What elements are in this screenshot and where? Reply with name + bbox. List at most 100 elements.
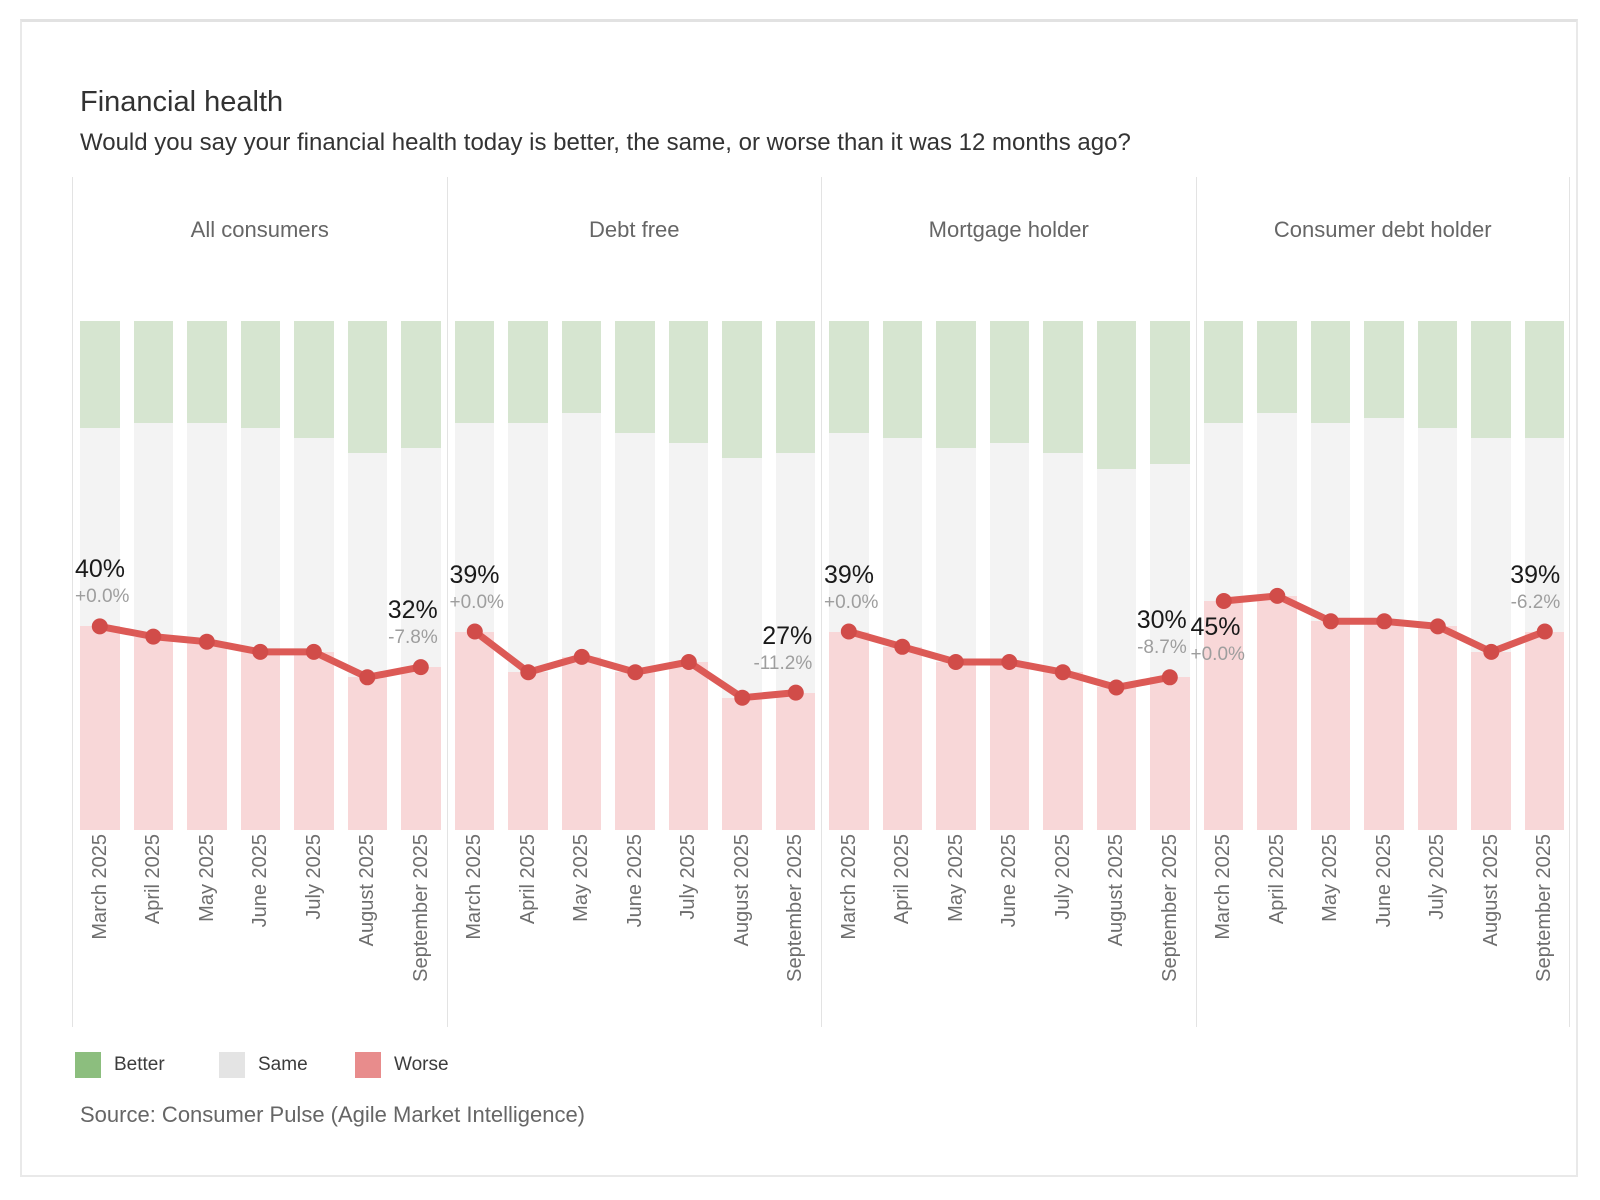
bar-segment-same[interactable] (80, 427, 120, 627)
data-point[interactable] (252, 643, 269, 660)
bar-segment-same[interactable] (1364, 417, 1404, 622)
bar-segment-worse[interactable] (668, 662, 708, 830)
bar-segment-better[interactable] (1043, 321, 1083, 454)
stacked-bar-april-2025[interactable] (1257, 321, 1297, 830)
stacked-bar-september-2025[interactable] (775, 321, 815, 830)
bar-segment-worse[interactable] (347, 677, 387, 830)
data-point[interactable] (680, 654, 697, 670)
stacked-bar-may-2025[interactable] (1310, 321, 1350, 830)
stacked-bar-august-2025[interactable] (1096, 321, 1136, 830)
data-point[interactable] (1161, 669, 1178, 686)
bar-segment-same[interactable] (133, 422, 173, 637)
data-point[interactable] (1108, 679, 1125, 696)
bar-segment-same[interactable] (1257, 412, 1297, 596)
bar-segment-same[interactable] (1310, 422, 1350, 622)
stacked-bar-august-2025[interactable] (722, 321, 762, 830)
bar-segment-same[interactable] (668, 443, 708, 663)
stacked-bar-june-2025[interactable] (1364, 321, 1404, 830)
bar-segment-same[interactable] (829, 433, 869, 632)
bar-segment-better[interactable] (829, 321, 869, 433)
bar-segment-better[interactable] (561, 321, 601, 413)
data-point[interactable] (947, 654, 964, 670)
bar-segment-same[interactable] (454, 422, 494, 632)
bar-segment-better[interactable] (80, 321, 120, 428)
bar-segment-same[interactable] (561, 412, 601, 657)
bar-segment-worse[interactable] (615, 672, 655, 830)
bar-segment-worse[interactable] (829, 631, 869, 830)
bar-segment-better[interactable] (240, 321, 280, 428)
bar-segment-same[interactable] (1471, 438, 1511, 652)
bar-segment-worse[interactable] (1471, 651, 1511, 830)
data-point[interactable] (1215, 593, 1232, 609)
legend-item-same[interactable]: Same (219, 1052, 308, 1078)
bar-segment-worse[interactable] (240, 651, 280, 830)
stacked-bar-september-2025[interactable] (401, 321, 441, 830)
bar-segment-better[interactable] (347, 321, 387, 454)
stacked-bar-july-2025[interactable] (668, 321, 708, 830)
data-point[interactable] (1322, 613, 1339, 630)
data-point[interactable] (1429, 618, 1446, 635)
data-point[interactable] (1054, 664, 1071, 681)
bar-segment-same[interactable] (1524, 438, 1564, 632)
legend-item-better[interactable]: Better (75, 1052, 165, 1078)
data-point[interactable] (198, 633, 215, 650)
bar-segment-same[interactable] (989, 443, 1029, 663)
bar-segment-better[interactable] (989, 321, 1029, 444)
bar-segment-better[interactable] (1471, 321, 1511, 439)
bar-segment-worse[interactable] (1524, 631, 1564, 830)
bar-segment-same[interactable] (401, 448, 441, 668)
data-point[interactable] (1001, 654, 1018, 670)
data-point[interactable] (894, 638, 911, 655)
legend-swatch-worse[interactable] (355, 1052, 381, 1078)
bar-segment-better[interactable] (1310, 321, 1350, 423)
bar-segment-same[interactable] (1096, 468, 1136, 688)
stacked-bar-april-2025[interactable] (882, 321, 922, 830)
stacked-bar-june-2025[interactable] (615, 321, 655, 830)
bar-segment-same[interactable] (615, 433, 655, 673)
data-point[interactable] (1375, 613, 1392, 630)
data-point[interactable] (787, 684, 804, 701)
bar-segment-same[interactable] (1150, 463, 1190, 678)
data-point[interactable] (359, 669, 376, 686)
bar-segment-better[interactable] (454, 321, 494, 423)
bar-segment-better[interactable] (1417, 321, 1457, 428)
bar-segment-worse[interactable] (80, 626, 120, 830)
bar-segment-same[interactable] (240, 427, 280, 652)
bar-segment-better[interactable] (1257, 321, 1297, 413)
stacked-bar-may-2025[interactable] (936, 321, 976, 830)
data-point[interactable] (91, 618, 108, 635)
data-point[interactable] (305, 643, 322, 660)
legend-swatch-same[interactable] (219, 1052, 245, 1078)
stacked-bar-march-2025[interactable] (80, 321, 120, 830)
stacked-bar-march-2025[interactable] (829, 321, 869, 830)
bar-segment-worse[interactable] (1310, 621, 1350, 830)
stacked-bar-june-2025[interactable] (240, 321, 280, 830)
bar-segment-better[interactable] (775, 321, 815, 454)
stacked-bar-may-2025[interactable] (187, 321, 227, 830)
bar-segment-worse[interactable] (133, 636, 173, 830)
data-point[interactable] (840, 623, 857, 640)
bar-segment-same[interactable] (347, 453, 387, 678)
bar-segment-better[interactable] (936, 321, 976, 449)
bar-segment-better[interactable] (1150, 321, 1190, 464)
stacked-bar-march-2025[interactable] (1203, 321, 1243, 830)
bar-segment-better[interactable] (722, 321, 762, 459)
data-point[interactable] (1482, 643, 1499, 660)
bar-segment-same[interactable] (187, 422, 227, 642)
bar-segment-worse[interactable] (1203, 600, 1243, 830)
data-point[interactable] (733, 689, 750, 706)
bar-segment-worse[interactable] (1257, 595, 1297, 830)
bar-segment-better[interactable] (508, 321, 548, 423)
data-point[interactable] (145, 628, 162, 645)
bar-segment-same[interactable] (1043, 453, 1083, 673)
bar-segment-worse[interactable] (1096, 687, 1136, 830)
bar-segment-same[interactable] (775, 453, 815, 693)
bar-segment-same[interactable] (1417, 427, 1457, 627)
bar-segment-same[interactable] (882, 438, 922, 647)
bar-segment-better[interactable] (187, 321, 227, 423)
bar-segment-same[interactable] (936, 448, 976, 663)
bar-segment-better[interactable] (615, 321, 655, 433)
bar-segment-worse[interactable] (936, 662, 976, 830)
bar-segment-worse[interactable] (1150, 677, 1190, 830)
data-point[interactable] (519, 664, 536, 681)
